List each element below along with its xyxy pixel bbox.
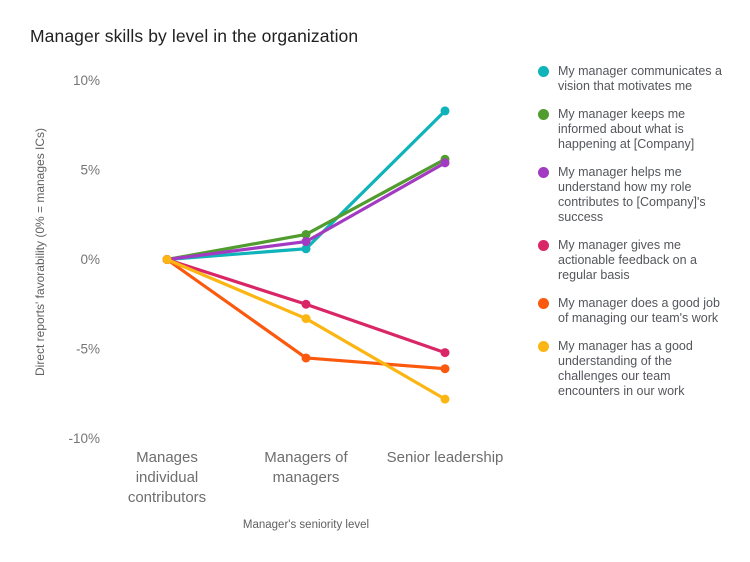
data-point-2-1 [301,237,311,247]
legend-swatch-icon [538,240,549,251]
legend-item: My manager keeps me informed about what … [538,107,738,152]
legend-item: My manager does a good job of managing o… [538,296,738,326]
data-point-4-2 [440,364,450,374]
x-axis-title: Manager's seniority level [243,519,369,531]
legend-swatch-icon [538,341,549,352]
legend-swatch-icon [538,298,549,309]
legend: My manager communicates a vision that mo… [538,64,738,399]
legend-label: My manager has a good understanding of t… [558,339,693,398]
data-point-5-2 [440,394,450,404]
legend-item: My manager has a good understanding of t… [538,339,738,399]
legend-item: My manager gives me actionable feedback … [538,238,738,283]
legend-label: My manager communicates a vision that mo… [558,64,722,93]
y-tick-label: 0% [80,252,100,267]
x-tick-label: Senior leadership [387,449,504,466]
y-tick-label: -5% [76,342,100,357]
chart-title: Manager skills by level in the organizat… [30,26,359,46]
y-tick-label: -10% [68,431,100,446]
legend-swatch-icon [538,167,549,178]
legend-label: My manager keeps me informed about what … [558,107,695,151]
legend-swatch-icon [538,66,549,77]
data-point-0-2 [440,106,450,116]
y-tick-label: 5% [80,163,100,178]
data-point-4-1 [301,353,311,363]
x-tick-label: contributors [128,489,206,506]
x-tick-label: Managers of [264,449,348,466]
y-tick-label: 10% [73,73,100,88]
legend-label: My manager gives me actionable feedback … [558,238,697,282]
legend-label: My manager helps me understand how my ro… [558,165,706,224]
series-line-5 [165,257,447,401]
x-tick-label: Manages [136,449,198,466]
legend-label: My manager does a good job of managing o… [558,296,720,325]
legend-item: My manager communicates a vision that mo… [538,64,738,94]
data-point-5-1 [301,314,311,324]
data-point-2-2 [440,158,450,168]
data-point-5-0 [162,255,172,264]
x-tick-label: managers [273,469,340,486]
data-point-3-2 [440,348,450,358]
data-point-3-1 [301,299,311,309]
legend-item: My manager helps me understand how my ro… [538,165,738,225]
x-tick-label: individual [136,469,199,486]
y-axis-title: Direct reports' favorability (0% = manag… [33,128,47,376]
data-point-1-1 [301,229,311,239]
plot-area: 10% 5% 0% -5% -10% Direct reports' favorabili… [33,73,504,531]
legend-swatch-icon [538,109,549,120]
data-point-0-1 [301,244,311,254]
